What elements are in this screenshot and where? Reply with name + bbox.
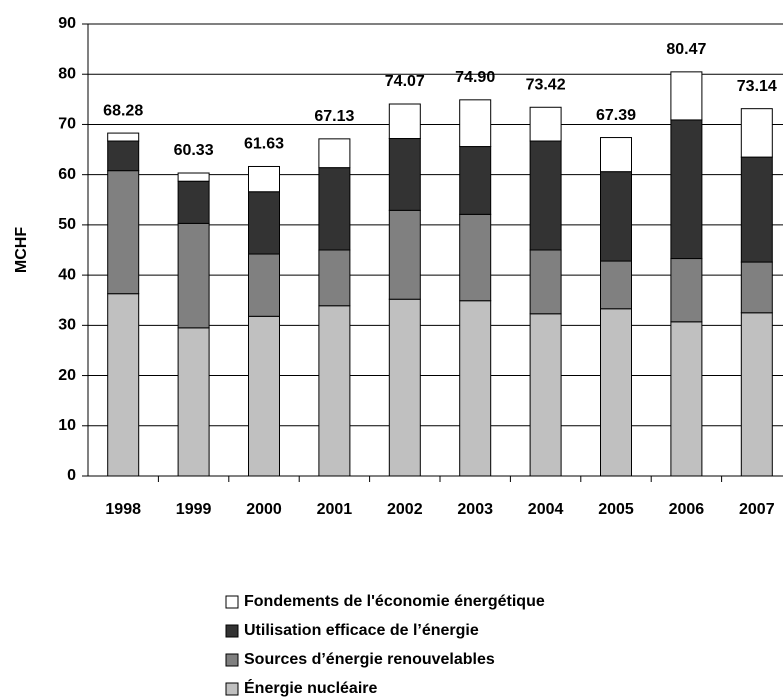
bar-segment <box>318 167 351 251</box>
bar-segment <box>107 132 140 142</box>
x-tick-label: 2001 <box>317 501 353 518</box>
bar-segment <box>600 171 632 262</box>
y-axis-label: MCHF <box>13 227 30 273</box>
legend-label: Utilisation efficace de l’énergie <box>244 622 479 639</box>
bar-segment <box>248 253 280 317</box>
bar-segment <box>107 140 140 172</box>
x-tick-label: 2004 <box>528 501 564 518</box>
y-tick-label: 90 <box>58 15 76 32</box>
bar-segment <box>740 312 773 477</box>
bar-segment <box>740 156 773 263</box>
y-tick-label: 70 <box>58 116 76 133</box>
bar-segment <box>670 258 703 323</box>
legend-label: Fondements de l'économie énergétique <box>244 593 545 610</box>
bar-segment <box>529 106 562 142</box>
bar-segment <box>177 180 210 224</box>
bar-segment <box>107 293 140 477</box>
legend-swatch <box>225 595 239 609</box>
bar-segment <box>177 222 210 329</box>
total-label: 74.07 <box>385 73 425 90</box>
x-tick-label: 1999 <box>176 501 212 518</box>
x-tick-label: 2002 <box>387 501 423 518</box>
x-tick-label: 2003 <box>457 501 493 518</box>
bar-segment <box>670 119 703 260</box>
bar-segment <box>107 170 140 295</box>
legend-label: Énergie nucléaire <box>244 678 377 697</box>
y-tick-label: 40 <box>58 266 76 283</box>
x-tick-label: 2005 <box>598 501 634 518</box>
bar-segment <box>177 327 210 477</box>
total-label: 73.42 <box>526 76 566 93</box>
total-label: 73.14 <box>737 78 777 95</box>
bar-segment <box>529 249 562 315</box>
bar-segment <box>248 191 280 255</box>
y-tick-label: 20 <box>58 367 76 384</box>
bar-segment <box>318 138 351 169</box>
y-tick-label: 80 <box>58 65 76 82</box>
bar-segment <box>740 261 773 314</box>
bar-segment <box>388 138 421 211</box>
legend-swatch <box>225 682 239 696</box>
bar-segment <box>318 249 351 307</box>
bar-segment <box>600 308 632 477</box>
total-label: 80.47 <box>666 41 706 58</box>
bar-segment <box>388 298 421 477</box>
bar-segment <box>670 71 703 121</box>
bar-segment <box>670 321 703 477</box>
total-label: 74.90 <box>455 69 495 86</box>
y-tick-label: 0 <box>67 467 76 484</box>
y-tick-label: 60 <box>58 166 76 183</box>
legend-swatch <box>225 624 239 638</box>
legend-label: Sources d’énergie renouvelables <box>244 651 495 668</box>
bar-segment <box>388 209 421 300</box>
total-label: 67.39 <box>596 107 636 124</box>
bar-segment <box>459 99 492 148</box>
legend-swatch <box>225 653 239 667</box>
x-tick-label: 1998 <box>105 501 141 518</box>
bar-segment <box>529 313 562 477</box>
bar-segment <box>459 300 492 477</box>
bar-segment <box>318 305 351 477</box>
x-tick-label: 2006 <box>669 501 705 518</box>
bar-segment <box>600 137 632 173</box>
x-tick-label: 2007 <box>739 501 775 518</box>
bar-segment <box>740 108 773 158</box>
x-tick-label: 2000 <box>246 501 282 518</box>
bar-segment <box>459 213 492 302</box>
bar-segment <box>529 140 562 251</box>
bar-segment <box>459 146 492 215</box>
bar-segment <box>600 260 632 310</box>
bar-segment <box>248 315 280 477</box>
total-label: 68.28 <box>103 102 143 119</box>
bar-segment <box>177 172 210 182</box>
total-label: 67.13 <box>314 108 354 125</box>
bar-segment <box>388 103 421 140</box>
total-label: 61.63 <box>244 136 284 153</box>
total-label: 60.33 <box>174 142 214 159</box>
y-tick-label: 50 <box>58 216 76 233</box>
y-tick-label: 30 <box>58 317 76 334</box>
bar-segment <box>248 165 280 193</box>
y-tick-label: 10 <box>58 417 76 434</box>
